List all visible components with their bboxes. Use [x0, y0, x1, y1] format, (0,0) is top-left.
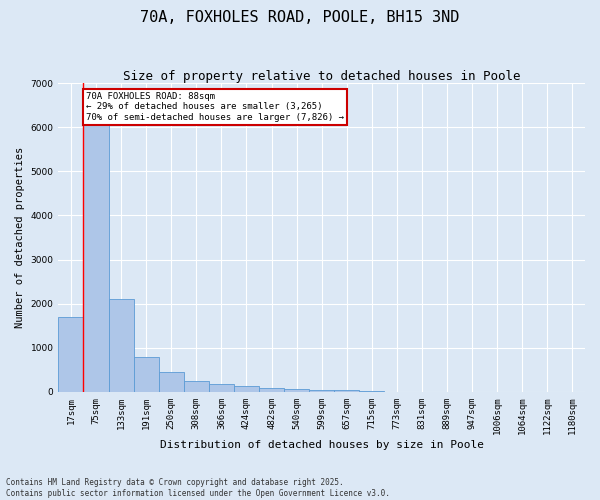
Text: 70A, FOXHOLES ROAD, POOLE, BH15 3ND: 70A, FOXHOLES ROAD, POOLE, BH15 3ND	[140, 10, 460, 25]
Text: Contains HM Land Registry data © Crown copyright and database right 2025.
Contai: Contains HM Land Registry data © Crown c…	[6, 478, 390, 498]
Bar	[159, 372, 184, 392]
Bar	[309, 390, 334, 392]
Text: 70A FOXHOLES ROAD: 88sqm
← 29% of detached houses are smaller (3,265)
70% of sem: 70A FOXHOLES ROAD: 88sqm ← 29% of detach…	[86, 92, 344, 122]
X-axis label: Distribution of detached houses by size in Poole: Distribution of detached houses by size …	[160, 440, 484, 450]
Bar	[184, 380, 209, 392]
Bar	[359, 391, 385, 392]
Bar	[234, 386, 259, 392]
Bar	[259, 388, 284, 392]
Title: Size of property relative to detached houses in Poole: Size of property relative to detached ho…	[123, 70, 520, 83]
Y-axis label: Number of detached properties: Number of detached properties	[15, 147, 25, 328]
Bar	[83, 118, 109, 392]
Bar	[109, 300, 134, 392]
Bar	[58, 317, 83, 392]
Bar	[209, 384, 234, 392]
Bar	[334, 390, 359, 392]
Bar	[284, 389, 309, 392]
Bar	[134, 356, 159, 392]
